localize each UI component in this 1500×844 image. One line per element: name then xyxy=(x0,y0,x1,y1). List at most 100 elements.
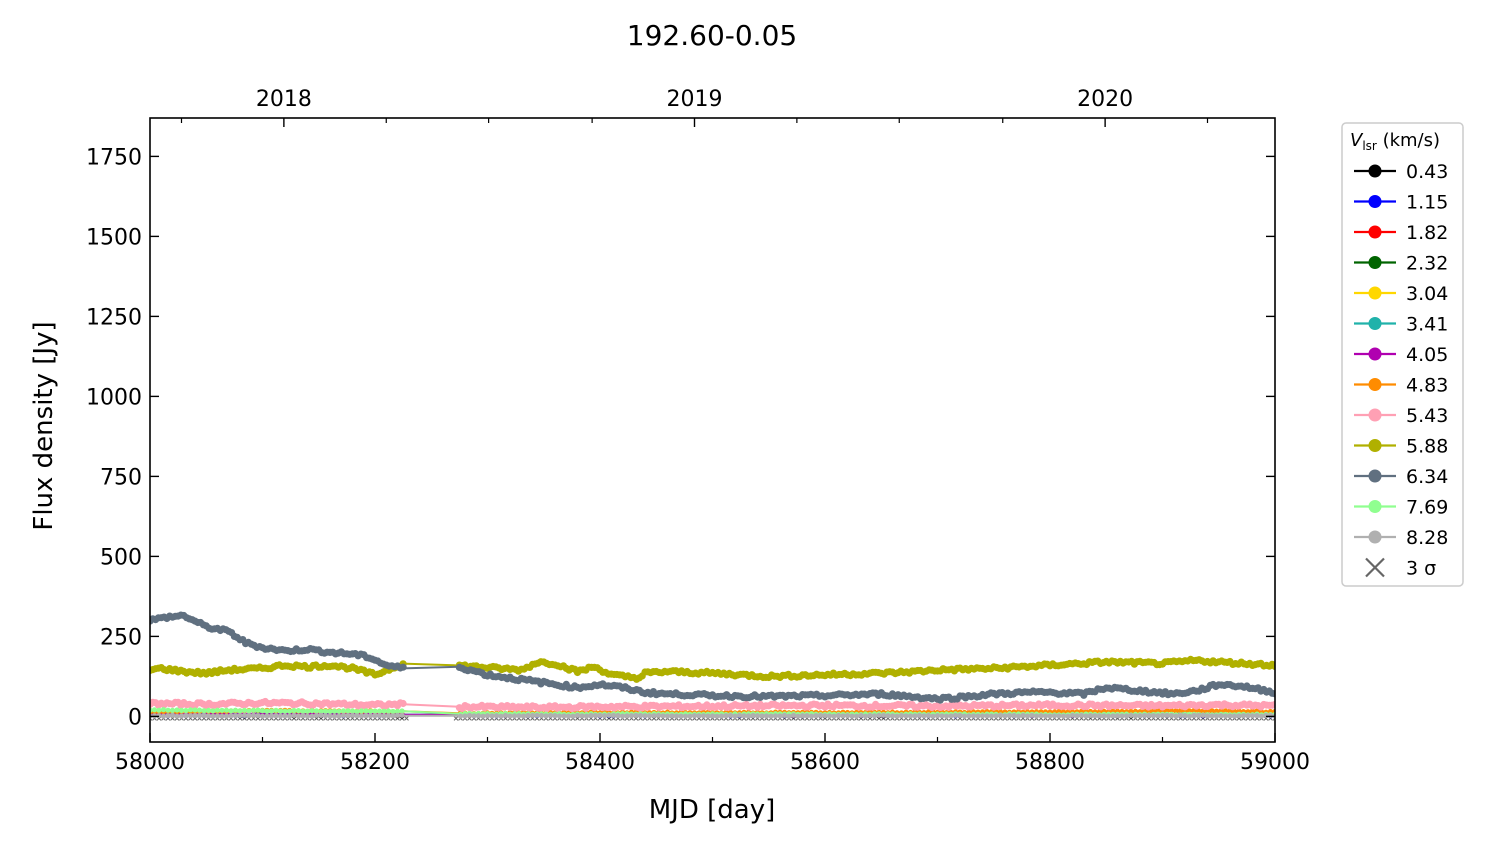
legend-label: 6.34 xyxy=(1406,466,1448,488)
data-point xyxy=(205,713,212,719)
data-point xyxy=(1267,712,1274,719)
data-point xyxy=(295,708,302,714)
data-point xyxy=(381,708,387,714)
data-point xyxy=(367,708,374,714)
data-point xyxy=(241,707,248,713)
data-point xyxy=(597,712,603,719)
data-point xyxy=(619,713,626,719)
data-point xyxy=(786,713,792,719)
data-point xyxy=(1254,712,1260,719)
data-point xyxy=(561,713,567,719)
data-point xyxy=(889,713,896,719)
data-point xyxy=(1105,713,1112,719)
data-point xyxy=(399,663,407,671)
data-point xyxy=(646,713,653,719)
sigma-cross xyxy=(404,716,409,721)
data-point xyxy=(1231,713,1238,719)
data-point xyxy=(259,713,266,719)
data-point xyxy=(543,713,549,719)
data-point xyxy=(210,713,216,719)
data-point xyxy=(502,712,509,719)
data-point xyxy=(273,707,279,713)
data-point xyxy=(309,708,315,714)
data-point xyxy=(493,713,500,719)
legend-marker xyxy=(1368,408,1382,422)
data-point xyxy=(732,713,738,719)
legend-marker xyxy=(1368,347,1382,361)
legend-marker xyxy=(1368,256,1382,269)
legend-marker xyxy=(1368,500,1382,513)
data-point xyxy=(669,713,675,719)
data-point xyxy=(214,707,221,713)
legend-label: 4.05 xyxy=(1406,344,1448,366)
data-point xyxy=(246,708,252,714)
data-point xyxy=(948,713,954,719)
data-point xyxy=(1159,712,1166,719)
data-point xyxy=(795,713,801,719)
data-point xyxy=(1029,712,1035,718)
data-point xyxy=(1069,712,1076,718)
data-point xyxy=(471,713,477,719)
data-point xyxy=(214,713,221,719)
data-point xyxy=(808,713,815,719)
data-point xyxy=(511,713,518,719)
data-point xyxy=(1038,713,1044,719)
data-point xyxy=(916,712,923,718)
data-point xyxy=(1236,713,1242,719)
data-point xyxy=(223,707,230,713)
legend-item: 1.15 xyxy=(1354,192,1448,214)
data-point xyxy=(484,713,491,719)
axes: 58000 58200 58400 58600 58800 59000 0 250 500 750… xyxy=(86,87,1310,775)
data-point xyxy=(993,713,999,719)
legend-item: 5.43 xyxy=(1354,405,1448,427)
data-point xyxy=(921,713,927,719)
data-point xyxy=(1263,712,1269,719)
data-point xyxy=(777,713,783,719)
data-point xyxy=(228,713,234,719)
data-point xyxy=(1141,712,1148,719)
legend-marker xyxy=(1368,286,1382,300)
data-point xyxy=(966,713,972,719)
legend-label: 8.28 xyxy=(1406,527,1448,549)
data-point xyxy=(714,713,720,719)
x-axis-label: MJD [day] xyxy=(649,795,776,825)
data-point xyxy=(610,712,617,719)
x-tick-label: 58800 xyxy=(1015,750,1085,775)
data-point xyxy=(1083,713,1089,719)
data-point xyxy=(246,712,252,719)
y-tick-label: 500 xyxy=(100,545,142,570)
legend-label: 3.04 xyxy=(1406,283,1448,305)
data-point xyxy=(664,713,671,719)
legend-cross-marker xyxy=(1365,557,1385,578)
data-point xyxy=(192,713,198,719)
data-point xyxy=(1173,713,1179,719)
data-point xyxy=(367,713,374,719)
y-tick-label: 1500 xyxy=(86,225,142,250)
data-point xyxy=(399,699,407,708)
data-point xyxy=(579,713,585,719)
data-point xyxy=(268,713,275,719)
data-point xyxy=(934,713,941,719)
data-point xyxy=(1101,713,1107,719)
data-point xyxy=(520,713,527,719)
data-point xyxy=(313,712,320,719)
data-point xyxy=(498,713,504,719)
data-point xyxy=(232,713,239,719)
data-point xyxy=(772,713,779,719)
data-point xyxy=(1015,713,1022,719)
data-point xyxy=(885,713,891,719)
data-point xyxy=(858,712,864,718)
data-point xyxy=(696,713,702,719)
data-point xyxy=(1042,713,1049,719)
legend-label: 4.83 xyxy=(1406,375,1448,397)
data-point xyxy=(1060,713,1067,719)
data-point xyxy=(768,713,774,719)
data-point xyxy=(286,708,293,714)
data-point xyxy=(291,707,297,714)
legend-item: 4.83 xyxy=(1354,375,1448,397)
data-point xyxy=(840,713,846,719)
legend-item-sigma: 3 σ xyxy=(1365,557,1436,580)
series-5.88 xyxy=(150,655,1275,683)
data-point xyxy=(394,708,401,714)
data-point xyxy=(345,712,351,719)
